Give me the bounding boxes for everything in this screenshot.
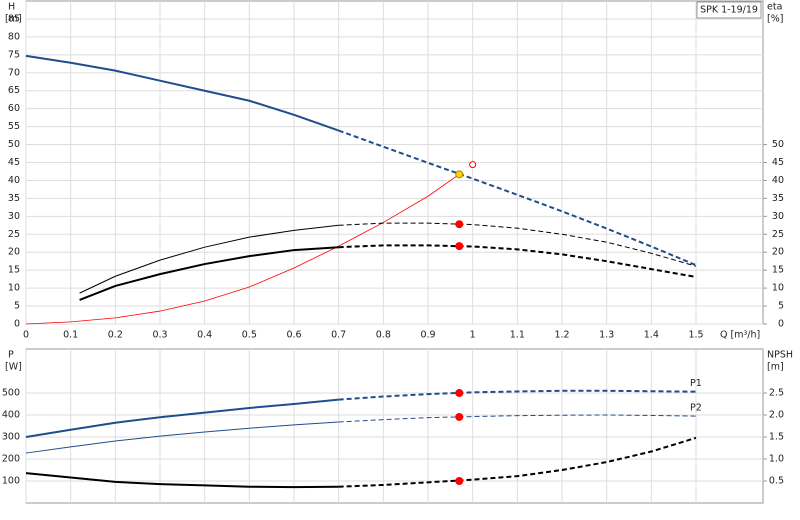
operating-point <box>455 220 464 229</box>
y-tick-label: 10 <box>8 283 20 294</box>
y2-axis-unit: [m] <box>767 362 784 373</box>
operating-point <box>455 412 464 421</box>
curve-label: P1 <box>690 378 702 389</box>
y2-tick-label: 0 <box>778 319 784 330</box>
y2-tick-label: 35 <box>772 193 784 204</box>
y2-tick-label: 25 <box>772 229 784 240</box>
curve <box>25 398 339 438</box>
y2-tick-label: 20 <box>772 247 784 258</box>
x-tick-label: 0.3 <box>152 330 167 341</box>
y-axis-unit: [m] <box>5 14 22 25</box>
y-axis-unit: [W] <box>5 362 22 373</box>
y2-tick-label: 1.0 <box>769 454 784 465</box>
y-tick-label: 400 <box>2 410 20 421</box>
operating-point <box>455 170 464 179</box>
x-tick-label: 1 <box>470 330 476 341</box>
y2-tick-label: 2.0 <box>769 410 784 421</box>
curve-label: P2 <box>690 403 702 414</box>
x-tick-label: 1.1 <box>510 330 525 341</box>
curve <box>25 421 339 454</box>
operating-point <box>455 389 464 397</box>
y2-tick-label: 40 <box>772 175 784 186</box>
y-axis-title: P <box>8 350 14 361</box>
x-tick-label: 0.1 <box>63 330 78 341</box>
operating-point <box>455 477 464 485</box>
x-axis-title: Q [m³/h] <box>720 330 760 341</box>
y-tick-label: 30 <box>8 211 20 222</box>
operating-point <box>469 161 477 169</box>
x-tick-label: 0.9 <box>420 330 435 341</box>
curve <box>25 54 340 132</box>
curve <box>338 244 697 278</box>
x-tick-label: 0.7 <box>331 330 346 341</box>
x-tick-label: 0.5 <box>242 330 257 341</box>
y-tick-label: 100 <box>2 476 20 487</box>
chart-title: SPK 1-19/19 <box>700 5 758 16</box>
y-tick-label: 50 <box>8 139 20 150</box>
plot-frame <box>25 348 764 504</box>
y-tick-label: 60 <box>8 103 20 114</box>
operating-point <box>455 242 464 251</box>
y-tick-label: 35 <box>8 193 20 204</box>
x-tick-label: 1.4 <box>644 330 659 341</box>
y-tick-label: 75 <box>8 49 20 60</box>
y2-axis-title: NPSH <box>767 350 793 361</box>
y-tick-label: 80 <box>8 31 20 42</box>
y2-tick-label: 10 <box>772 283 784 294</box>
curve <box>25 174 460 325</box>
y-tick-label: 5 <box>14 301 20 312</box>
title-box <box>696 1 762 19</box>
y2-tick-label: 2.5 <box>769 388 784 399</box>
y2-tick-label: 0.5 <box>769 476 784 487</box>
curve <box>79 246 339 301</box>
curve <box>338 389 697 401</box>
x-tick-label: 1.2 <box>554 330 569 341</box>
y-tick-label: 85 <box>8 13 20 24</box>
curve <box>338 222 697 267</box>
y-tick-label: 45 <box>8 157 20 168</box>
y-tick-label: 70 <box>8 67 20 78</box>
y-tick-label: 25 <box>8 229 20 240</box>
x-tick-label: 1.5 <box>688 330 703 341</box>
y2-tick-label: 50 <box>772 139 784 150</box>
y-tick-label: 40 <box>8 175 20 186</box>
curve <box>338 414 697 423</box>
y2-tick-label: 30 <box>772 211 784 222</box>
y-axis-title: H <box>8 2 15 13</box>
y2-tick-label: 1.5 <box>769 432 784 443</box>
curve <box>338 436 697 488</box>
y-tick-label: 500 <box>2 388 20 399</box>
y-tick-label: 0 <box>14 319 20 330</box>
curve <box>79 224 339 294</box>
y2-axis-title: eta <box>767 2 782 13</box>
y-tick-label: 20 <box>8 247 20 258</box>
y-tick-label: 15 <box>8 265 20 276</box>
y2-tick-label: 45 <box>772 157 784 168</box>
y-tick-label: 65 <box>8 85 20 96</box>
x-tick-label: 0.6 <box>286 330 301 341</box>
x-tick-label: 0 <box>23 330 29 341</box>
x-tick-label: 0.4 <box>197 330 212 341</box>
curve <box>25 472 339 489</box>
y2-tick-label: 5 <box>778 301 784 312</box>
y2-axis-unit: [%] <box>767 14 783 25</box>
x-tick-label: 1.3 <box>599 330 614 341</box>
y-tick-label: 55 <box>8 121 20 132</box>
y-tick-label: 200 <box>2 454 20 465</box>
x-tick-label: 0.2 <box>108 330 123 341</box>
x-tick-label: 0.8 <box>376 330 391 341</box>
y2-tick-label: 15 <box>772 265 784 276</box>
y-tick-label: 300 <box>2 432 20 443</box>
